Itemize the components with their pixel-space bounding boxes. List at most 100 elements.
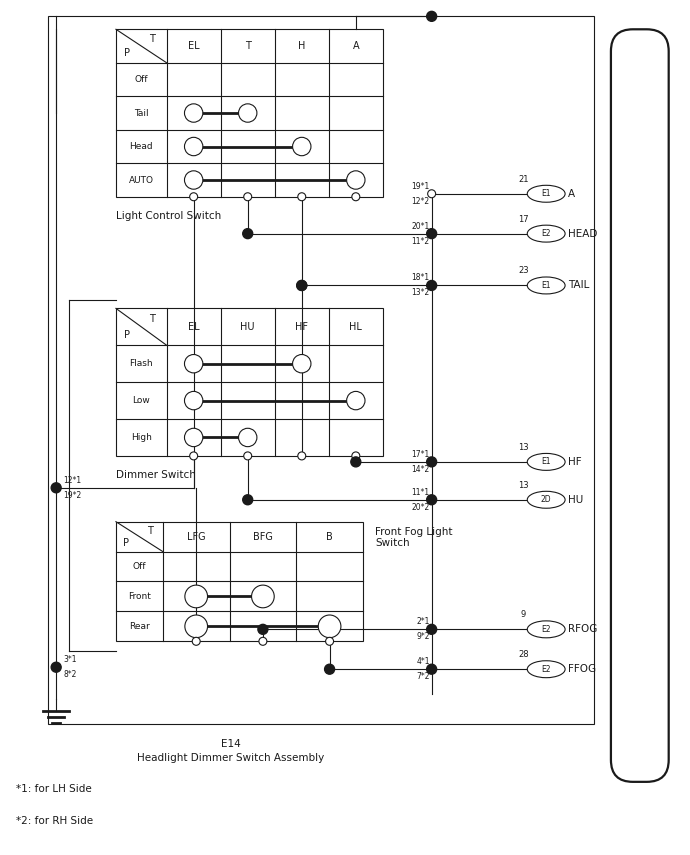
Text: 2D: 2D	[541, 495, 551, 504]
Text: BFG: BFG	[253, 532, 273, 542]
Text: 13*2: 13*2	[411, 288, 430, 298]
Ellipse shape	[527, 621, 565, 638]
Bar	[116, 309, 383, 456]
Circle shape	[297, 280, 307, 291]
Text: E1: E1	[542, 189, 551, 198]
Circle shape	[243, 495, 253, 504]
Circle shape	[184, 355, 203, 373]
Text: RFOG: RFOG	[568, 624, 598, 634]
Text: 17: 17	[518, 215, 529, 224]
Circle shape	[243, 228, 253, 239]
Text: EL: EL	[188, 41, 199, 51]
Text: A: A	[353, 41, 359, 51]
Ellipse shape	[527, 186, 565, 203]
Circle shape	[426, 664, 437, 675]
Text: Rear: Rear	[129, 622, 150, 631]
Circle shape	[185, 585, 208, 608]
Text: 4*1: 4*1	[416, 657, 430, 666]
Text: 9: 9	[521, 610, 526, 619]
Circle shape	[428, 496, 435, 504]
Circle shape	[426, 280, 437, 291]
Circle shape	[190, 452, 197, 460]
Text: E1: E1	[542, 457, 551, 466]
Circle shape	[426, 495, 437, 504]
Circle shape	[428, 190, 435, 198]
Circle shape	[190, 192, 197, 201]
Circle shape	[258, 624, 268, 634]
Circle shape	[428, 230, 435, 238]
Text: E2: E2	[542, 625, 551, 634]
Circle shape	[259, 637, 267, 646]
Text: Tail: Tail	[134, 109, 148, 117]
Text: T: T	[150, 315, 155, 324]
Text: Front: Front	[128, 592, 151, 601]
Text: 11*2: 11*2	[411, 237, 430, 245]
Ellipse shape	[527, 453, 565, 470]
Text: 28: 28	[518, 651, 529, 659]
Text: P: P	[124, 49, 130, 58]
Circle shape	[426, 228, 437, 239]
Circle shape	[351, 457, 361, 467]
Text: E2: E2	[542, 229, 551, 239]
Ellipse shape	[527, 225, 565, 242]
Text: B: B	[326, 532, 333, 542]
Text: *1: for LH Side: *1: for LH Side	[17, 784, 92, 793]
Bar	[116, 522, 363, 641]
Circle shape	[426, 624, 437, 634]
Text: 2*1: 2*1	[416, 617, 430, 627]
Text: T: T	[147, 526, 152, 536]
Text: Low: Low	[132, 396, 150, 405]
Circle shape	[426, 11, 437, 21]
Text: Head: Head	[130, 142, 153, 151]
Text: LFG: LFG	[187, 532, 206, 542]
Text: 9*2: 9*2	[416, 633, 430, 641]
Text: Headlight Dimmer Switch Assembly: Headlight Dimmer Switch Assembly	[137, 753, 324, 763]
Circle shape	[193, 637, 200, 646]
Circle shape	[239, 103, 257, 122]
Text: T: T	[150, 34, 155, 44]
Text: 18*1: 18*1	[411, 274, 430, 282]
Text: HF: HF	[295, 321, 308, 332]
Text: 21: 21	[518, 174, 529, 184]
Text: 12*2: 12*2	[411, 197, 430, 206]
Circle shape	[326, 637, 333, 646]
Circle shape	[346, 171, 365, 189]
Text: 12*1: 12*1	[63, 476, 81, 485]
Text: H: H	[298, 41, 306, 51]
Circle shape	[239, 428, 257, 446]
Text: HL: HL	[349, 321, 362, 332]
Text: 7*2: 7*2	[416, 672, 430, 681]
Text: FFOG: FFOG	[568, 664, 596, 675]
Circle shape	[298, 452, 306, 460]
Circle shape	[428, 665, 435, 673]
Circle shape	[244, 452, 252, 460]
Text: HF: HF	[568, 457, 582, 467]
Circle shape	[318, 615, 341, 638]
Ellipse shape	[527, 277, 565, 294]
Text: 11*1: 11*1	[411, 487, 430, 497]
Circle shape	[426, 457, 437, 467]
Text: 13: 13	[518, 443, 529, 452]
Text: A: A	[568, 189, 575, 198]
Circle shape	[298, 192, 306, 201]
Text: Front Fog Light
Switch: Front Fog Light Switch	[375, 527, 453, 548]
Circle shape	[51, 483, 61, 492]
Circle shape	[184, 428, 203, 446]
Text: HU: HU	[241, 321, 255, 332]
Text: 20*2: 20*2	[411, 503, 430, 512]
Text: 14*2: 14*2	[411, 465, 430, 474]
Text: *2: for RH Side: *2: for RH Side	[17, 816, 93, 826]
Text: E14: E14	[221, 739, 240, 749]
Circle shape	[293, 138, 311, 156]
Circle shape	[184, 392, 203, 410]
Text: AUTO: AUTO	[129, 175, 154, 185]
Circle shape	[51, 663, 61, 672]
Text: Light Control Switch: Light Control Switch	[116, 210, 221, 221]
Text: 19*1: 19*1	[411, 182, 430, 191]
Circle shape	[185, 615, 208, 638]
Circle shape	[184, 171, 203, 189]
Text: EL: EL	[188, 321, 199, 332]
Text: 3*1: 3*1	[63, 655, 77, 664]
Text: 8*2: 8*2	[63, 670, 77, 679]
Text: T: T	[245, 41, 250, 51]
